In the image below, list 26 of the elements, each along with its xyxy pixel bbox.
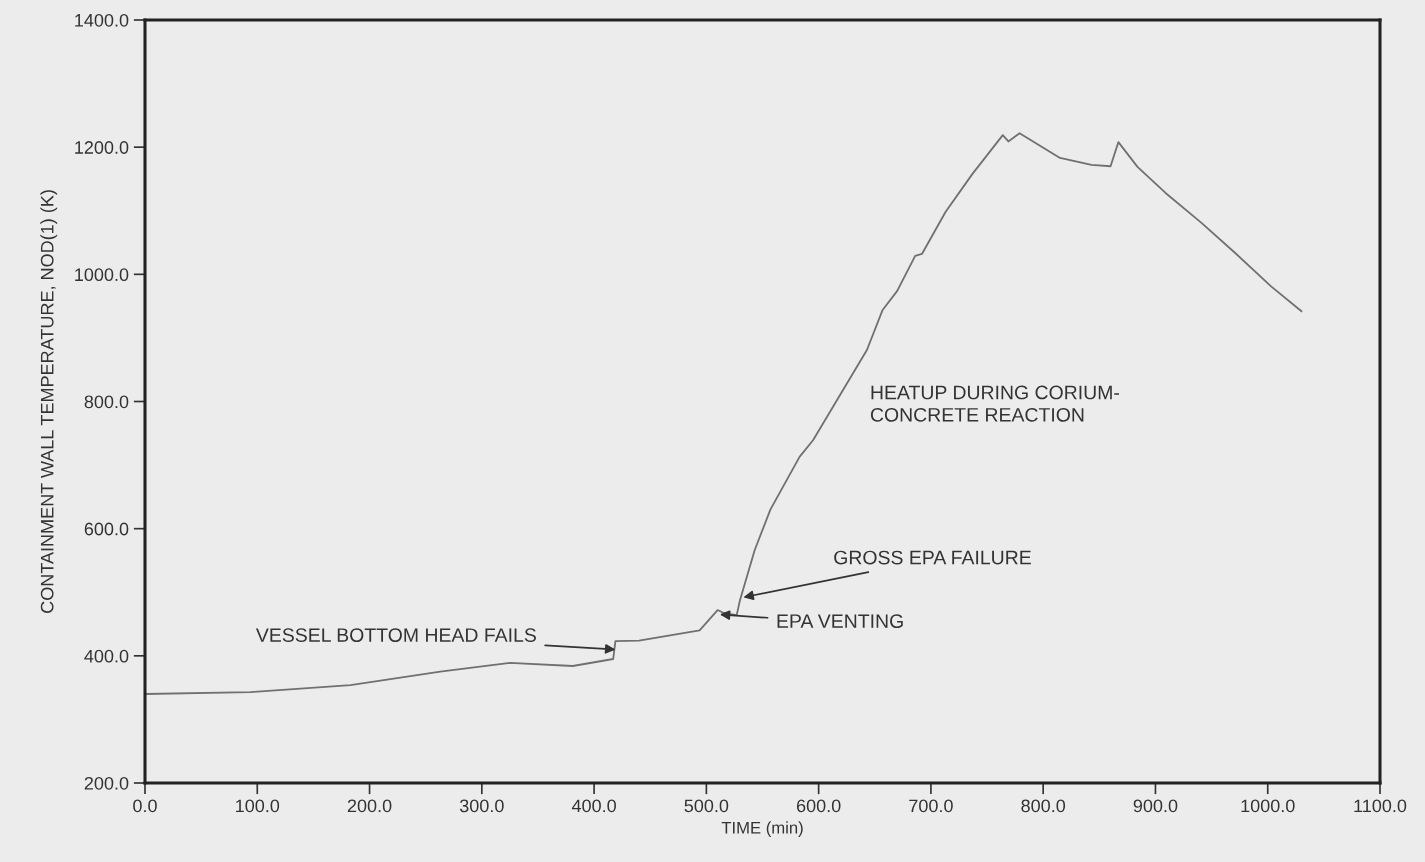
annotation: VESSEL BOTTOM HEAD FAILS [255,628,536,642]
x-tick-label: 800.0 [1021,799,1066,813]
x-tick-label: 200.0 [347,799,392,813]
x-tick-label: 600.0 [796,799,841,813]
y-tick-label: 1200.0 [75,141,129,154]
x-tick-label: 300.0 [459,799,504,813]
y-tick-label: 200.0 [84,776,129,790]
x-axis-title: TIME (min) [721,821,803,837]
y-tick-label: 800.0 [84,395,129,409]
x-tick-label: 0.0 [133,799,157,813]
x-tick-label: 700.0 [909,799,953,813]
x-tick-label: 500.0 [684,799,729,813]
annotation: HEATUP DURING CORIUM- CONCRETE REACTION [870,385,1119,422]
y-tick-label: 600.0 [84,522,129,536]
y-tick-label: 400.0 [84,649,129,663]
x-tick-label: 100.0 [236,799,280,813]
y-tick-label: 1400.0 [75,13,129,27]
x-tick-label: 400.0 [571,799,616,813]
annotation: EPA VENTING [777,614,903,628]
y-tick-label: 1000.0 [75,268,129,282]
y-axis-title: CONTAINMENT WALL TEMPERATURE, NOD(1) (K) [40,190,58,613]
x-tick-label: 1000.0 [1241,799,1295,813]
annotation: GROSS EPA FAILURE [834,550,1031,565]
x-tick-label: 1100.0 [1354,799,1407,813]
line-series [145,132,1303,695]
x-tick-label: 900.0 [1133,799,1178,813]
